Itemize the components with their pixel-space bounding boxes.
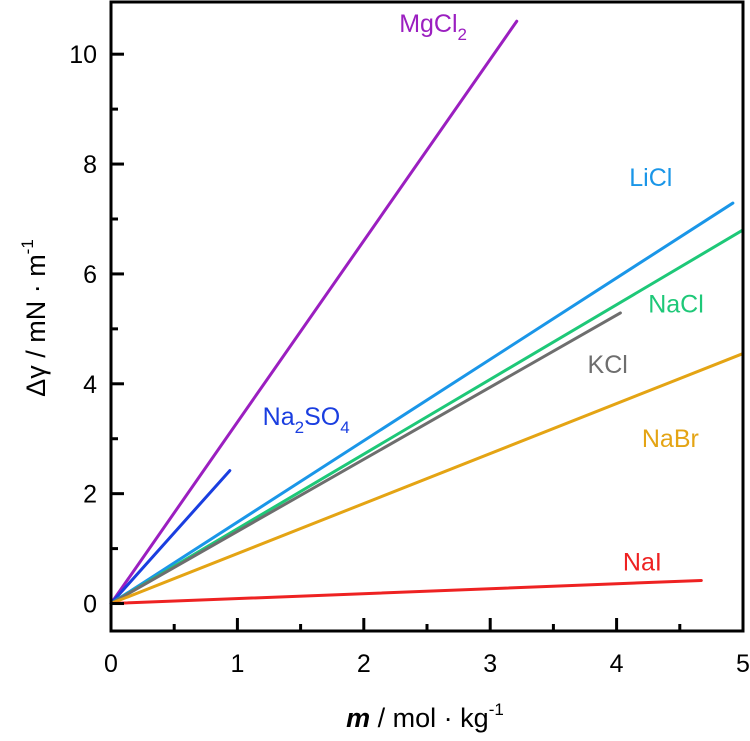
- series-line-KCl: [109, 311, 622, 606]
- y-tick-label: 8: [83, 151, 97, 179]
- series-line-NaI: [109, 578, 703, 606]
- y-tick-label: 2: [83, 481, 97, 509]
- axis-tick-labels: 0 1 2 3 4 5 0 2 4 6 8 10: [69, 41, 750, 678]
- y-tick-label: 6: [83, 261, 97, 289]
- series-label-NaI: NaI: [623, 549, 662, 577]
- x-axis-unit: / mol · kg: [370, 703, 489, 733]
- x-tick-label: 2: [357, 650, 371, 678]
- y-tick-label: 0: [83, 591, 97, 619]
- series-line-Na2SO4: [109, 469, 232, 606]
- series-label-MgCl2: MgCl2: [399, 10, 467, 44]
- y-tick-label: 10: [69, 41, 97, 69]
- series-label-Na2SO4: Na2SO4: [263, 403, 350, 437]
- y-axis-title: Δγ / mN · m-1: [18, 239, 51, 397]
- y-axis-main: Δγ / mN · m: [21, 254, 51, 397]
- series-label-sub2: 4: [340, 418, 349, 437]
- x-axis-symbol: m: [346, 703, 370, 733]
- series-label-NaBr: NaBr: [642, 425, 699, 453]
- series-label-base: MgCl: [399, 10, 457, 38]
- series-label-LiCl: LiCl: [629, 164, 672, 192]
- series-label-base: Na: [263, 403, 295, 431]
- series-label-mid: SO: [304, 403, 340, 431]
- series-label-base: LiCl: [629, 164, 672, 192]
- series-label-NaCl: NaCl: [648, 290, 704, 318]
- series-line-LiCl: [109, 201, 735, 606]
- series-label-base: KCl: [588, 351, 628, 379]
- series-label-base: NaI: [623, 549, 662, 577]
- x-tick-label: 4: [610, 650, 624, 678]
- x-tick-label: 3: [483, 650, 497, 678]
- y-tick-label: 4: [83, 371, 97, 399]
- series-label-sub1: 2: [458, 25, 467, 44]
- series-layer: [109, 19, 745, 606]
- series-label-KCl: KCl: [588, 351, 628, 379]
- series-line-MgCl2: [109, 19, 519, 606]
- series-line-NaCl: [109, 228, 745, 606]
- series-label-base: NaBr: [642, 425, 699, 453]
- series-line-NaBr: [109, 352, 745, 606]
- series-label-base: NaCl: [648, 290, 704, 318]
- y-axis-unit-exponent: -1: [18, 239, 37, 254]
- x-tick-label: 5: [736, 650, 750, 678]
- x-tick-label: 1: [230, 650, 244, 678]
- series-label-sub1: 2: [295, 418, 304, 437]
- x-axis-unit-exponent: -1: [489, 700, 504, 719]
- x-axis-title: m / mol · kg-1: [346, 700, 504, 733]
- axis-ticks: [109, 52, 745, 631]
- x-tick-label: 0: [104, 650, 118, 678]
